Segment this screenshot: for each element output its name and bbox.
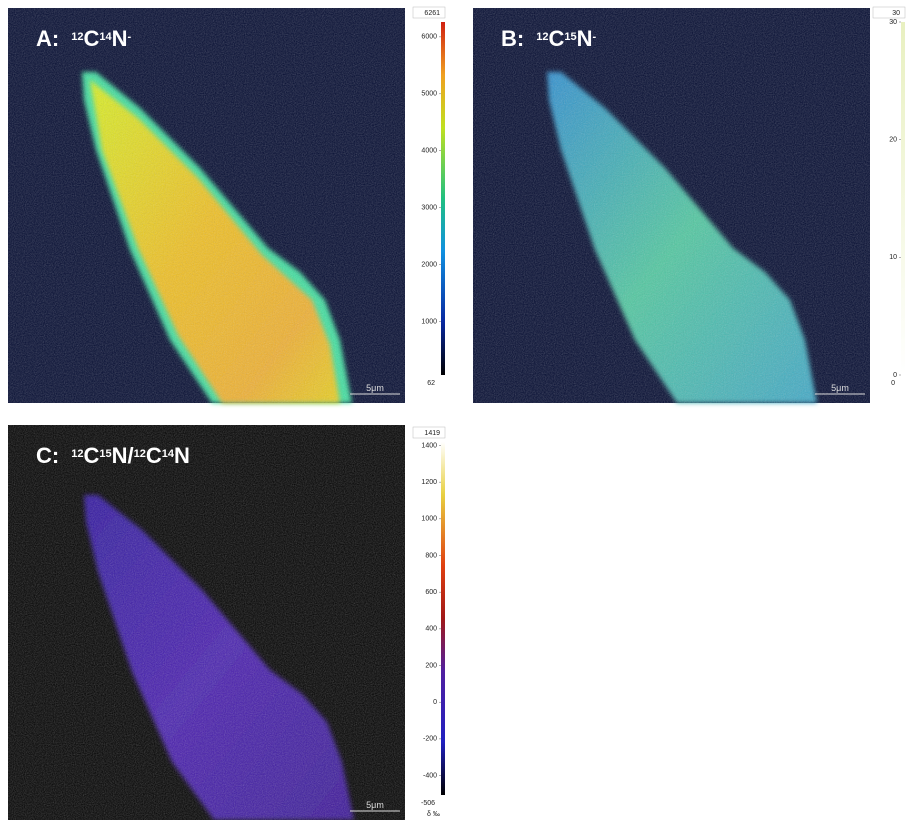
- colorbar-tick-label: 0: [433, 699, 437, 706]
- label-part: 14: [99, 31, 112, 43]
- colorbar: [441, 22, 445, 375]
- scale-bar-label: 5μm: [831, 383, 849, 393]
- panel-label: A: 12C14N-: [36, 26, 132, 51]
- label-part: N: [174, 443, 190, 468]
- label-part: N: [112, 26, 128, 51]
- label-part: 12: [71, 31, 83, 43]
- colorbar-min: 0: [891, 380, 895, 387]
- colorbar-tick-label: 5000: [421, 91, 437, 98]
- colorbar-min: 62: [427, 380, 435, 387]
- label-part: C: [83, 443, 99, 468]
- colorbar-tick-label: 10: [889, 254, 897, 261]
- colorbar-tick-label: 600: [425, 589, 437, 596]
- colorbar-max-box: [412, 426, 446, 439]
- image-b: [473, 8, 870, 403]
- label-part: N/: [112, 443, 134, 468]
- label-part: N: [577, 26, 593, 51]
- colorbar-tick-label: -400: [423, 772, 437, 779]
- colorbar-max: 6261: [424, 10, 440, 17]
- label-part: C: [146, 443, 162, 468]
- label-part: A:: [36, 26, 59, 51]
- colorbar-tick-label: -200: [423, 736, 437, 743]
- colorbar-tick-label: 1000: [421, 318, 437, 325]
- panel: B: 12C15N- 5μm 30 00 10 20 30: [501, 6, 906, 395]
- colorbar-tick-label: 20: [889, 137, 897, 144]
- image-c: [8, 425, 405, 820]
- label-part: B:: [501, 26, 524, 51]
- colorbar-tick-label: 1400: [421, 442, 437, 449]
- colorbar-tick-label: 0: [893, 372, 897, 379]
- colorbar-max-box: [412, 6, 446, 19]
- colorbar-tick-label: 6000: [421, 34, 437, 41]
- label-part: 15: [99, 448, 111, 460]
- colorbar-tick-label: 200: [425, 662, 437, 669]
- label-part: -: [128, 31, 132, 43]
- colorbar-max-box: [872, 6, 906, 19]
- image-a: [8, 8, 405, 403]
- colorbar-tick-label: 400: [425, 626, 437, 633]
- panel-label: B: 12C15N-: [501, 26, 597, 51]
- colorbar-tick-label: 1000: [421, 516, 437, 523]
- label-part: 12: [536, 31, 548, 43]
- colorbar-tick-label: 1200: [421, 479, 437, 486]
- scale-bar-label: 5μm: [366, 800, 384, 810]
- colorbar-unit: δ ‰: [427, 811, 440, 818]
- panel-label: C: 12C15N/12C14N: [36, 443, 190, 468]
- colorbar-tick-label: 4000: [421, 148, 437, 155]
- scale-bar-label: 5μm: [366, 383, 384, 393]
- panel: C: 12C15N/12C14N5μm1419-506-400-200020040…: [36, 426, 446, 818]
- label-part: C:: [36, 443, 59, 468]
- colorbar: [901, 22, 905, 375]
- colorbar: [441, 442, 445, 795]
- label-part: 15: [564, 31, 576, 43]
- label-part: 12: [134, 448, 146, 460]
- colorbar-tick-label: 800: [425, 552, 437, 559]
- colorbar-tick-label: 3000: [421, 205, 437, 212]
- label-part: C: [83, 26, 99, 51]
- label-part: 14: [162, 448, 175, 460]
- colorbar-max: 30: [892, 10, 900, 17]
- colorbar-tick-label: 30: [889, 19, 897, 26]
- label-part: 12: [71, 448, 83, 460]
- colorbar-max: 1419: [424, 430, 440, 437]
- label-part: C: [548, 26, 564, 51]
- colorbar-tick-label: 2000: [421, 261, 437, 268]
- colorbar-min: -506: [421, 800, 435, 807]
- panel: A: 12C14N- 5μm 6261 62 1000 2000 3000 4000 5000 60…: [36, 6, 446, 395]
- label-part: -: [593, 31, 597, 43]
